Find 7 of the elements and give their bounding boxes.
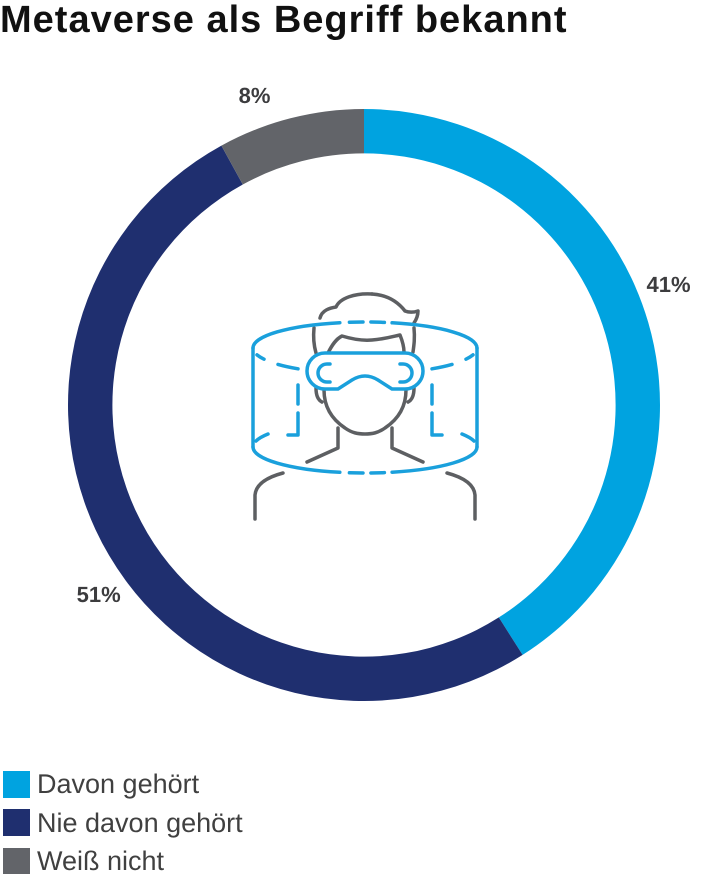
chart-title: Metaverse als Begriff bekannt <box>0 0 568 43</box>
legend-label: Weiß nicht <box>37 845 164 874</box>
legend-label: Nie davon gehört <box>37 806 243 839</box>
data-label: 51% <box>76 582 121 608</box>
data-label: 8% <box>238 82 270 108</box>
data-label: 41% <box>646 272 691 297</box>
legend-label: Davon gehört <box>37 768 200 800</box>
